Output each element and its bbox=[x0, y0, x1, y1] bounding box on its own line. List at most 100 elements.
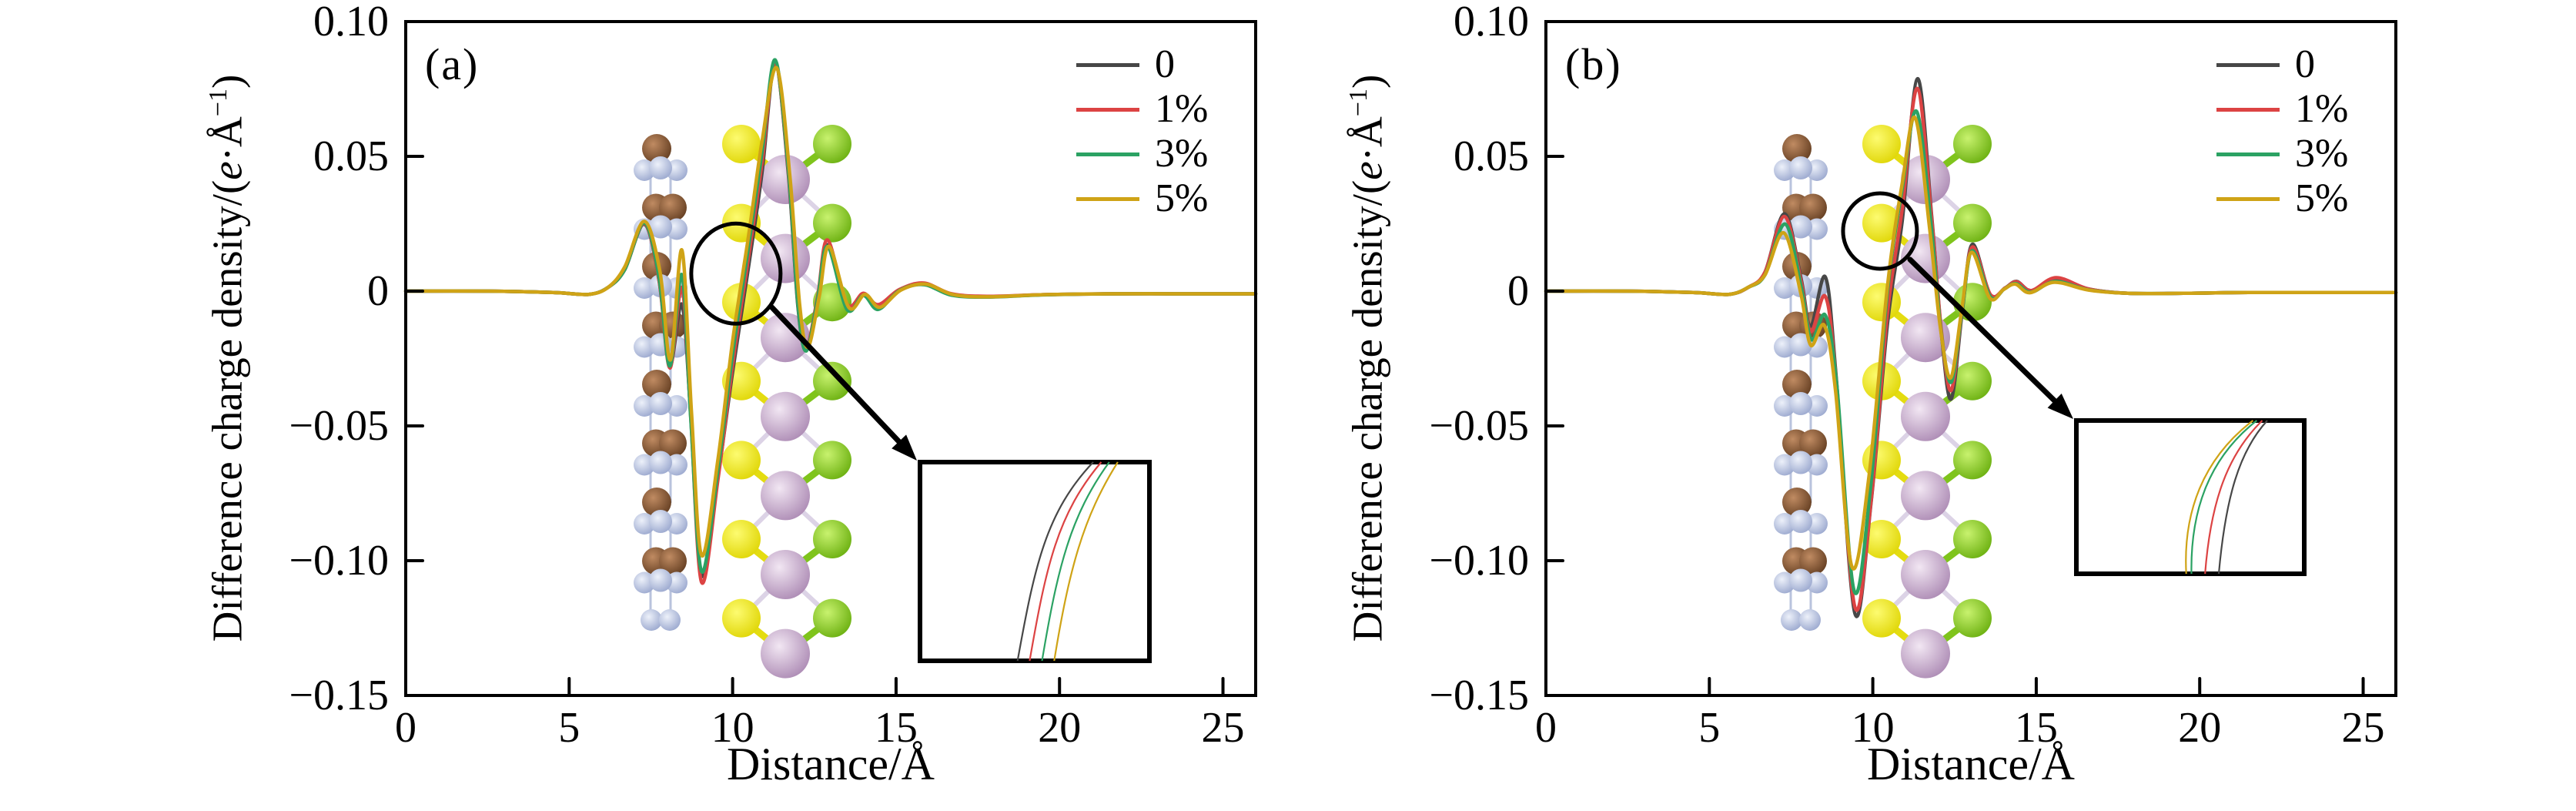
ylabel-close: ) bbox=[203, 74, 251, 89]
selenium-atom bbox=[1953, 125, 1992, 163]
selenium-atom bbox=[1953, 203, 1992, 243]
silver-atom bbox=[1781, 609, 1802, 631]
inset-curve-5% bbox=[1053, 461, 1119, 662]
legend-row: 0 bbox=[2216, 42, 2348, 87]
silver-atom bbox=[1799, 609, 1821, 631]
silver-atom bbox=[649, 156, 672, 179]
highlight-circle bbox=[689, 221, 783, 326]
legend-line-swatch bbox=[2216, 107, 2280, 112]
brown-atom bbox=[1799, 547, 1827, 575]
legend-label: 3% bbox=[1155, 132, 1209, 176]
selenium-atom bbox=[1953, 441, 1992, 480]
y-tick-label: −0.05 bbox=[1429, 402, 1529, 450]
inset-curve-3% bbox=[2190, 420, 2258, 575]
magnifier-arrow bbox=[769, 304, 902, 444]
metal-atom bbox=[761, 313, 810, 363]
silver-atom bbox=[649, 568, 672, 592]
x-tick-label: 15 bbox=[874, 704, 918, 752]
legend-label: 5% bbox=[1155, 176, 1209, 220]
selenium-atom bbox=[813, 441, 851, 480]
metal-atom bbox=[761, 550, 810, 599]
selenium-atom bbox=[1953, 520, 1992, 558]
brown-atom bbox=[1782, 488, 1812, 517]
silver-atom bbox=[649, 510, 672, 533]
sulfur-atom bbox=[1862, 598, 1901, 638]
silver-atom bbox=[649, 215, 672, 239]
inset-curve-5% bbox=[2185, 420, 2254, 575]
magnifier-inset-box bbox=[2074, 418, 2307, 576]
y-tick-label: 0.10 bbox=[313, 0, 389, 45]
curve-series-1% bbox=[1544, 86, 2398, 612]
x-tick-label: 5 bbox=[558, 704, 580, 752]
x-tick-label: 15 bbox=[2014, 704, 2058, 752]
ylabel-close: ) bbox=[1343, 74, 1391, 89]
highlight-circle bbox=[1841, 191, 1919, 271]
y-tick-label: −0.15 bbox=[1429, 672, 1529, 719]
panel-a: (a) Difference charge density/(e·Å−1) Di… bbox=[203, 0, 1258, 789]
arrowhead-icon bbox=[2047, 393, 2073, 419]
silver-atom bbox=[659, 609, 681, 631]
selenium-atom bbox=[813, 520, 851, 558]
panel-a-legend: 0 1% 3% 5% bbox=[1076, 42, 1208, 221]
metal-atom bbox=[1901, 550, 1950, 599]
inset-curve-0 bbox=[1016, 461, 1094, 662]
legend-label: 0 bbox=[2295, 42, 2315, 86]
brown-atom bbox=[1799, 429, 1827, 457]
curve-series-5% bbox=[403, 65, 1258, 558]
silver-atom bbox=[1789, 451, 1812, 474]
legend-line-swatch bbox=[1076, 152, 1139, 156]
selenium-atom bbox=[813, 361, 851, 400]
brown-atom bbox=[1782, 134, 1812, 163]
brown-atom bbox=[659, 429, 687, 457]
y-tick-label: −0.10 bbox=[289, 537, 389, 585]
legend-row: 3% bbox=[2216, 132, 2348, 176]
legend-row: 1% bbox=[2216, 87, 2348, 132]
y-tick-label: −0.10 bbox=[1429, 537, 1529, 585]
metal-atom bbox=[1901, 471, 1950, 521]
sulfur-atom bbox=[722, 441, 761, 480]
y-tick-label: 0.05 bbox=[313, 132, 389, 180]
metal-atom bbox=[1901, 313, 1950, 363]
molecule-overlay bbox=[1774, 125, 1992, 679]
plot-border bbox=[404, 20, 1257, 697]
silver-atom bbox=[1789, 156, 1812, 179]
x-tick-label: 20 bbox=[1038, 704, 1082, 752]
metal-atom bbox=[761, 471, 810, 521]
selenium-atom bbox=[813, 203, 851, 243]
legend-row: 1% bbox=[1076, 87, 1208, 132]
legend-label: 3% bbox=[2295, 132, 2349, 176]
silver-atom bbox=[641, 609, 662, 631]
legend-row: 3% bbox=[1076, 132, 1208, 176]
brown-atom bbox=[1799, 193, 1827, 222]
selenium-atom bbox=[813, 125, 851, 163]
y-tick-label: −0.05 bbox=[289, 402, 389, 450]
panel-a-plot-svg bbox=[403, 20, 1258, 697]
legend-label: 1% bbox=[2295, 87, 2349, 131]
legend-row: 0 bbox=[1076, 42, 1208, 87]
metal-atom bbox=[761, 628, 810, 679]
metal-atom bbox=[1901, 391, 1950, 441]
x-tick-label: 10 bbox=[711, 704, 754, 752]
x-tick-label: 20 bbox=[2178, 704, 2222, 752]
legend-row: 5% bbox=[2216, 176, 2348, 221]
x-tick-label: 25 bbox=[1201, 704, 1245, 752]
silver-atom bbox=[649, 451, 672, 474]
legend-line-swatch bbox=[2216, 62, 2280, 67]
sulfur-atom bbox=[1862, 203, 1901, 243]
selenium-atom bbox=[1953, 361, 1992, 400]
ylabel-exponent: −1 bbox=[1344, 88, 1373, 117]
y-tick-label: 0.10 bbox=[1454, 0, 1529, 45]
sulfur-atom bbox=[722, 125, 761, 163]
sulfur-atom bbox=[1862, 520, 1901, 558]
selenium-atom bbox=[1953, 598, 1992, 638]
x-tick-label: 0 bbox=[395, 704, 417, 752]
brown-atom bbox=[642, 488, 671, 517]
brown-atom bbox=[642, 134, 671, 163]
selenium-atom bbox=[813, 598, 851, 638]
legend-label: 5% bbox=[2295, 176, 2349, 220]
silver-atom bbox=[1789, 568, 1812, 592]
brown-atom bbox=[659, 547, 687, 575]
x-tick-label: 0 bbox=[1535, 704, 1557, 752]
sulfur-atom bbox=[1862, 125, 1901, 163]
